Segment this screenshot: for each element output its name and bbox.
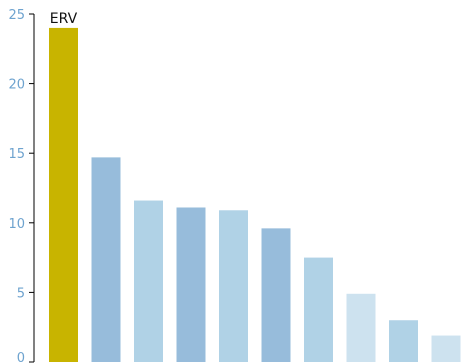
bar xyxy=(304,257,333,362)
y-axis: 0 5 10 15 20 25 xyxy=(8,8,35,363)
bar xyxy=(49,27,78,362)
y-tick-label: 25 xyxy=(8,8,25,23)
bar-labels: ERV xyxy=(50,11,78,27)
bar xyxy=(431,335,461,362)
y-tick-label: 20 xyxy=(8,78,25,93)
bars xyxy=(49,27,461,362)
bar xyxy=(261,228,291,362)
bar xyxy=(91,157,121,362)
bar xyxy=(176,207,206,362)
bar xyxy=(346,293,376,362)
bar xyxy=(134,200,163,362)
y-tick-label: 15 xyxy=(8,147,25,162)
bar xyxy=(389,320,418,362)
y-tick-label: 5 xyxy=(17,286,25,301)
y-tick-label: 0 xyxy=(17,351,25,363)
bar-category-label: ERV xyxy=(50,11,78,27)
bar xyxy=(219,210,248,362)
y-tick-label: 10 xyxy=(8,217,25,232)
